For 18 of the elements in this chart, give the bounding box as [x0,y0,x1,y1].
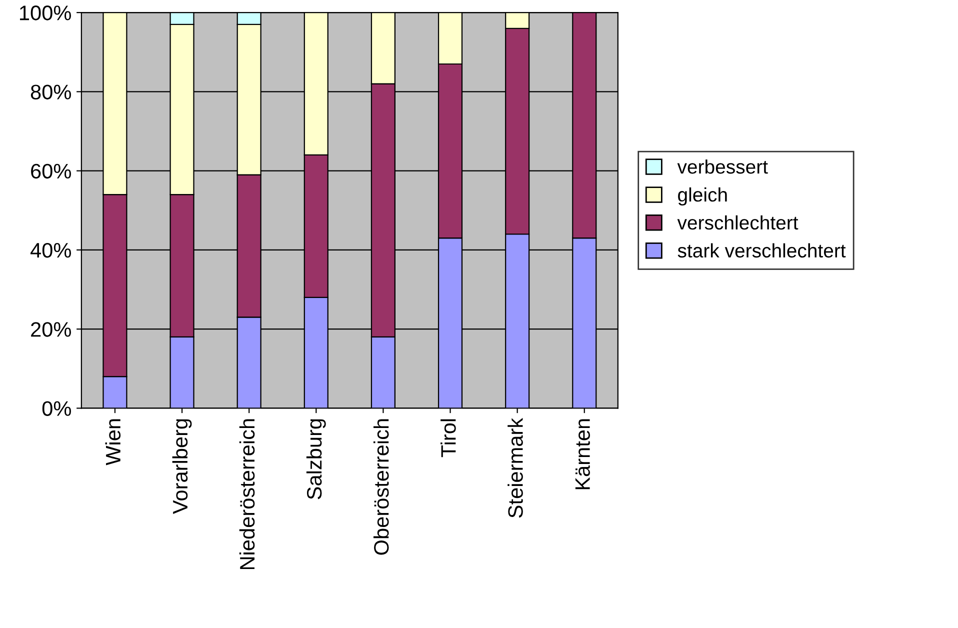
legend-label: gleich [678,187,727,206]
x-tick-label: Salzburg [306,419,326,500]
y-tick-label: 0% [42,401,71,416]
y-tick-label: 20% [31,322,71,337]
x-tick-label: Vorarlberg [172,419,192,514]
y-tick-label: 40% [30,242,71,258]
x-tick-label: Kärnten [575,419,590,490]
x-tick-label: Steiermark [508,418,523,518]
x-tick-label: Niederösterreich [239,419,255,570]
x-tick-label: Tirol [440,419,456,458]
legend-label: stark verschlechtert [678,243,846,258]
y-tick-label: 100% [20,6,71,20]
x-tick-label: Oberösterreich [373,419,389,555]
y-tick-label: 80% [30,84,71,100]
x-tick-label: Wien [105,419,121,466]
legend-label: verbessert [677,159,768,174]
legend-label: verschlechtert [677,215,798,230]
y-tick-label: 60% [31,164,71,179]
